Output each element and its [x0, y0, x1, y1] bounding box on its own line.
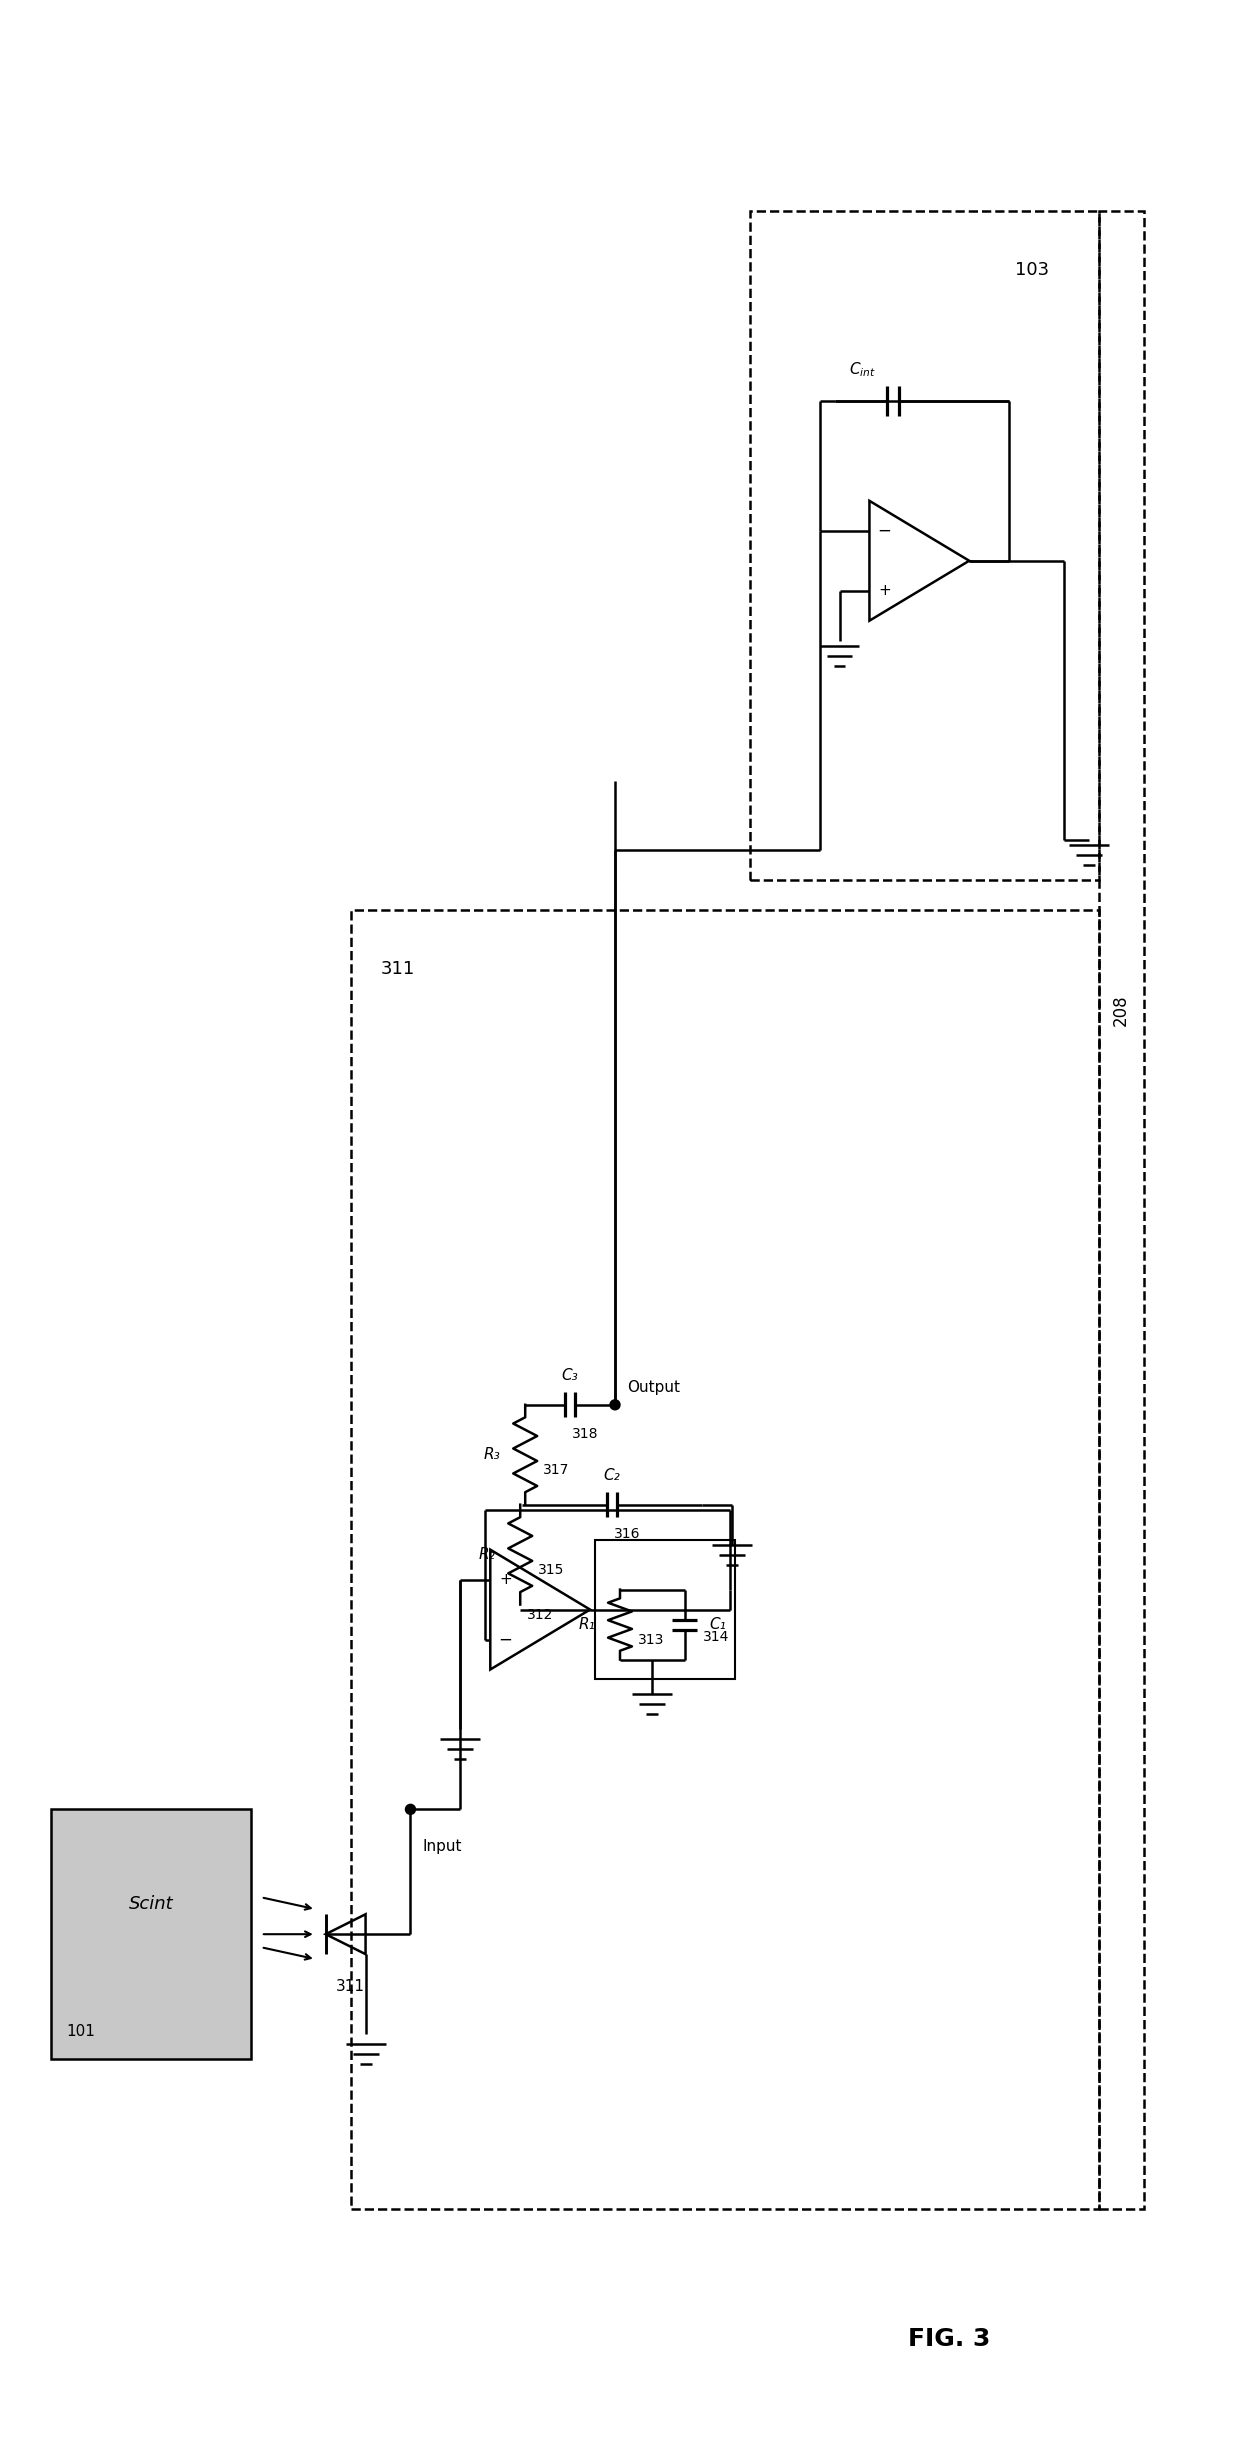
Text: Output: Output — [627, 1380, 680, 1395]
FancyBboxPatch shape — [51, 1811, 250, 2059]
Text: R₃: R₃ — [484, 1446, 500, 1461]
Text: +: + — [498, 1572, 512, 1587]
Text: FIG. 3: FIG. 3 — [908, 2327, 991, 2352]
Text: +: + — [878, 583, 890, 598]
Text: 311: 311 — [336, 1980, 365, 1995]
Text: 312: 312 — [527, 1606, 553, 1621]
Text: Input: Input — [423, 1840, 463, 1855]
Text: 315: 315 — [538, 1562, 564, 1577]
Text: −: − — [498, 1631, 512, 1648]
Text: R₂: R₂ — [479, 1547, 495, 1562]
Circle shape — [610, 1400, 620, 1410]
Text: 316: 316 — [614, 1528, 640, 1540]
Text: 103: 103 — [1014, 261, 1049, 278]
Text: C$_{int}$: C$_{int}$ — [849, 359, 877, 379]
Text: C₂: C₂ — [604, 1469, 620, 1483]
Text: 313: 313 — [637, 1633, 665, 1646]
Text: 101: 101 — [66, 2025, 95, 2039]
Text: R₁: R₁ — [578, 1616, 595, 1631]
Text: 317: 317 — [543, 1464, 569, 1476]
Text: 208: 208 — [1112, 994, 1130, 1026]
Text: Scint: Scint — [129, 1894, 174, 1914]
Text: 311: 311 — [381, 959, 415, 979]
Text: −: − — [878, 522, 892, 539]
Text: C₃: C₃ — [562, 1368, 579, 1383]
Text: 314: 314 — [703, 1629, 729, 1643]
Text: 318: 318 — [572, 1427, 599, 1442]
Text: C₁: C₁ — [709, 1616, 727, 1631]
Circle shape — [405, 1803, 415, 1815]
FancyBboxPatch shape — [595, 1540, 735, 1680]
